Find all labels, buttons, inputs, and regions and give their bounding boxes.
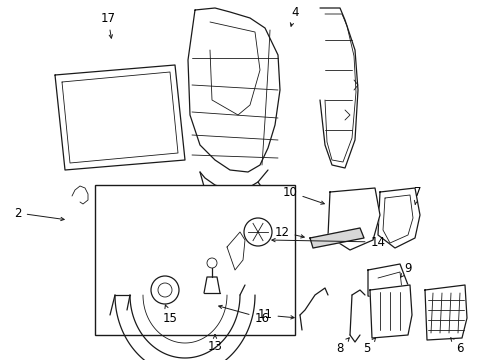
- Text: 6: 6: [451, 338, 464, 355]
- Text: 11: 11: [258, 309, 294, 321]
- Text: 13: 13: [208, 335, 222, 354]
- Text: 7: 7: [414, 185, 422, 204]
- Polygon shape: [370, 285, 412, 338]
- Polygon shape: [368, 264, 408, 302]
- Text: 1: 1: [0, 359, 1, 360]
- Text: 10: 10: [283, 185, 324, 204]
- Text: 4: 4: [290, 5, 299, 26]
- Text: 9: 9: [401, 261, 412, 277]
- Polygon shape: [425, 285, 467, 340]
- Bar: [95, 185, 295, 335]
- Text: 16: 16: [219, 305, 270, 324]
- Text: 14: 14: [272, 235, 386, 248]
- Circle shape: [244, 218, 272, 246]
- Text: 3: 3: [0, 359, 1, 360]
- Circle shape: [151, 276, 179, 304]
- Polygon shape: [328, 188, 380, 250]
- Circle shape: [207, 258, 217, 268]
- Polygon shape: [310, 228, 364, 248]
- Text: 15: 15: [163, 305, 177, 324]
- Text: 2: 2: [14, 207, 64, 221]
- Text: 17: 17: [100, 12, 116, 38]
- Text: 5: 5: [363, 338, 375, 355]
- Text: 12: 12: [274, 225, 304, 239]
- Text: 8: 8: [336, 338, 349, 355]
- Polygon shape: [378, 188, 420, 248]
- Circle shape: [158, 283, 172, 297]
